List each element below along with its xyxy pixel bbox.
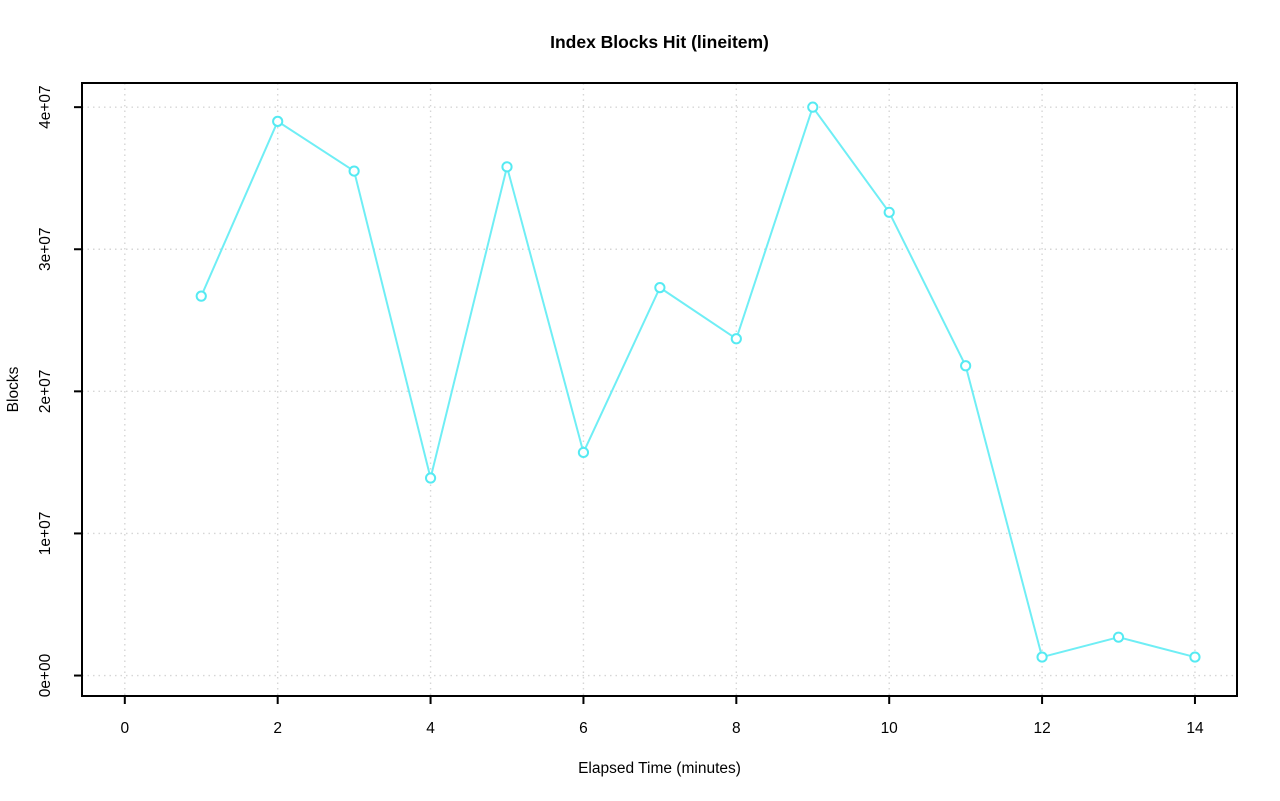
x-tick-label: 10: [881, 720, 899, 737]
chart-title: Index Blocks Hit (lineitem): [550, 32, 769, 52]
y-tick-label: 3e+07: [37, 227, 54, 271]
y-tick-label: 2e+07: [37, 370, 54, 414]
grid-layer: [82, 83, 1237, 696]
data-point-marker: [1189, 651, 1201, 663]
y-axis-label: Blocks: [5, 366, 22, 412]
x-tick-label: 0: [120, 720, 129, 737]
data-point-marker: [960, 360, 972, 372]
series-line: [200, 106, 1196, 659]
data-point-marker: [348, 165, 360, 177]
x-tick-label: 2: [273, 720, 282, 737]
data-point-marker: [195, 290, 207, 302]
data-point-marker: [424, 472, 437, 484]
data-point-marker: [807, 101, 819, 113]
data-point-marker: [1036, 651, 1048, 663]
y-tick-label: 0e+00: [37, 653, 54, 697]
x-tick-label: 4: [426, 720, 435, 737]
data-point-marker: [654, 282, 666, 294]
x-tick-label: 14: [1186, 720, 1204, 737]
series-layer: [195, 101, 1201, 663]
y-tick-label: 4e+07: [37, 85, 54, 129]
x-tick-label: 6: [579, 720, 588, 737]
data-point-marker: [272, 115, 284, 127]
plot-box: [81, 82, 1238, 697]
data-point-marker: [501, 161, 513, 173]
x-axis-label: Elapsed Time (minutes): [578, 760, 741, 777]
x-tick-label: 12: [1033, 720, 1050, 737]
data-point-marker: [883, 206, 895, 218]
data-point-marker: [577, 446, 590, 459]
x-tick-label: 8: [732, 720, 741, 737]
axis-layer: 0 2 4 6 8 10 12 14 0e+00 1e+07 2e+07 3e+07 4e+07: [37, 82, 1238, 737]
data-point-marker: [1112, 631, 1125, 643]
data-point-marker: [730, 333, 742, 345]
y-tick-label: 1e+07: [37, 512, 54, 556]
